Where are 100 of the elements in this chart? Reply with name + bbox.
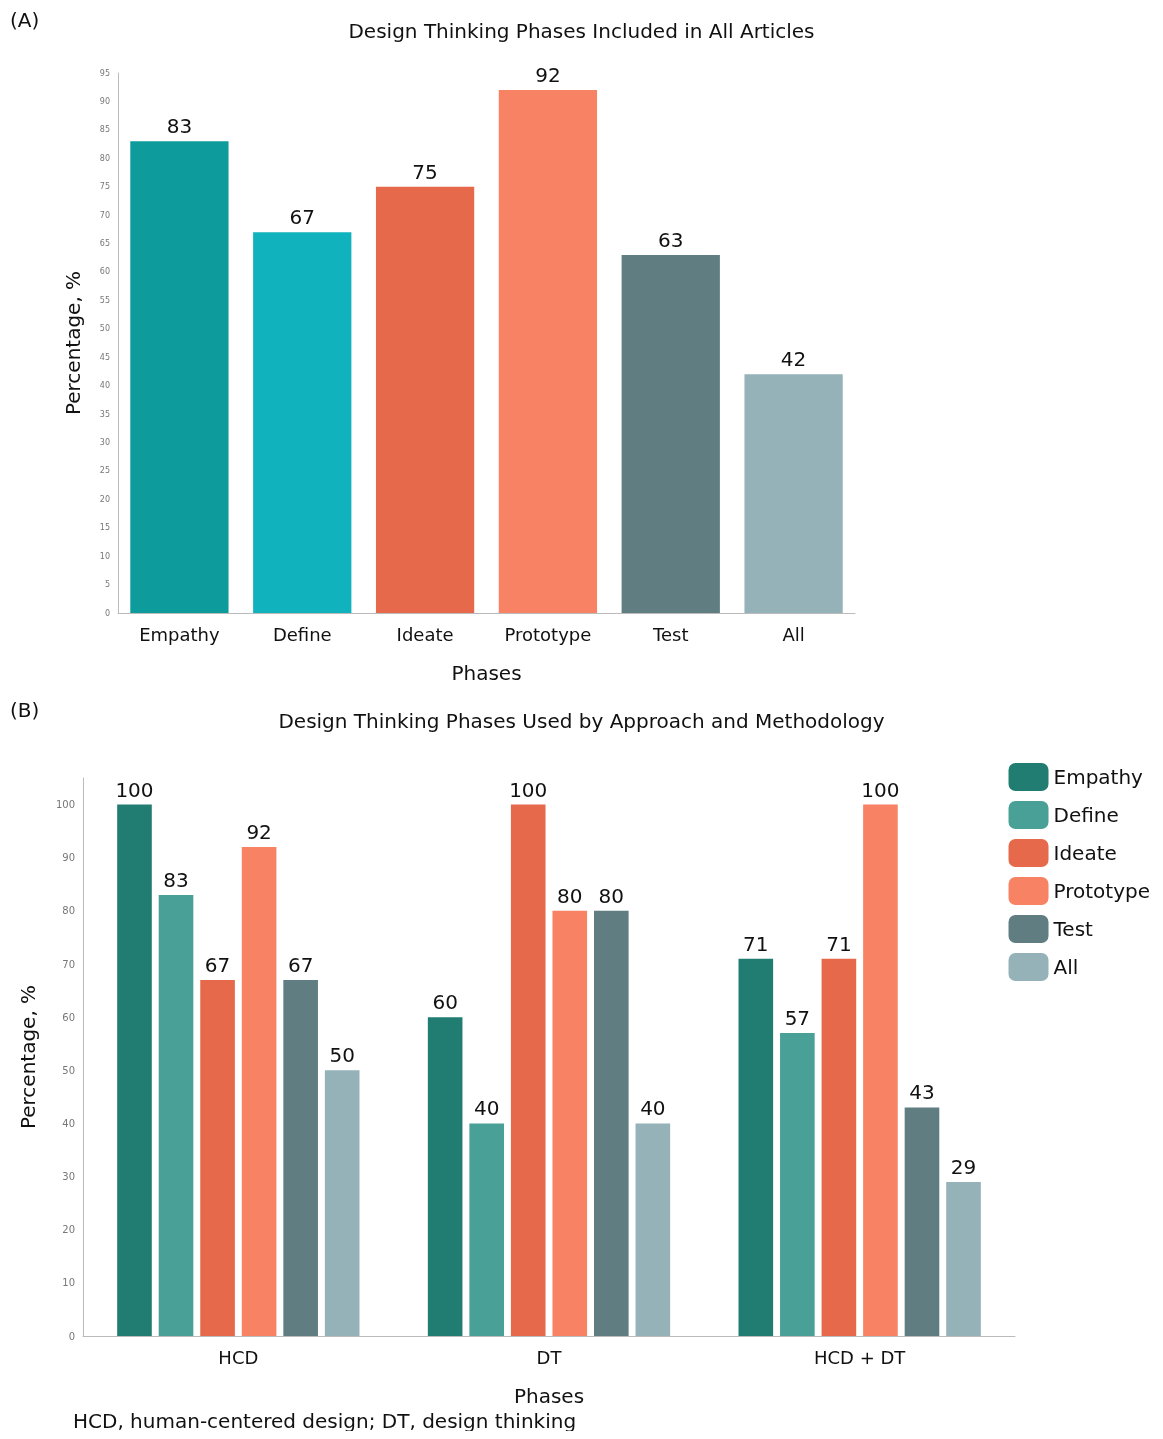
y-tick-label: 70 (99, 210, 110, 220)
chart-title: Design Thinking Phases Used by Approach and Methodology (278, 709, 885, 733)
data-label: 71 (826, 931, 852, 956)
x-tick-label: Test (652, 623, 689, 645)
bar (821, 958, 857, 1336)
y-tick-label: 90 (62, 852, 75, 864)
bar (158, 894, 194, 1336)
bar (904, 1107, 940, 1336)
bar (552, 910, 588, 1336)
legend-label: All (1053, 955, 1079, 979)
y-tick-label: 55 (99, 295, 110, 305)
data-label: 42 (780, 347, 807, 372)
data-label: 63 (658, 227, 684, 252)
y-tick-label: 75 (99, 182, 110, 192)
data-label: 40 (473, 1096, 500, 1121)
y-tick-label: 50 (62, 1064, 75, 1076)
text: (B) (10, 698, 40, 722)
legend-label: Define (1053, 803, 1119, 827)
data-label: 92 (246, 820, 272, 845)
x-tick-label: Prototype (504, 623, 592, 645)
bar (200, 979, 235, 1336)
x-tick-label: HCD (218, 1346, 259, 1368)
data-label: 80 (598, 883, 625, 908)
data-label: 50 (329, 1043, 355, 1068)
y-tick-label: 30 (62, 1171, 75, 1183)
bar (241, 847, 277, 1336)
legend-label: Prototype (1053, 879, 1150, 903)
y-axis-title: Percentage, % (61, 270, 85, 416)
data-label: 43 (909, 1080, 935, 1105)
bar (738, 958, 774, 1336)
y-tick-label: 30 (99, 437, 110, 447)
y-tick-label: 85 (99, 125, 110, 135)
data-label: 100 (509, 777, 548, 802)
y-axis-title: Percentage, % (16, 984, 40, 1130)
bar (427, 1017, 463, 1336)
y-tick-label: 95 (99, 68, 110, 78)
legend-label: Empathy (1053, 765, 1144, 789)
y-tick-label: 45 (99, 352, 110, 362)
data-label: 67 (287, 952, 314, 977)
data-label: 80 (557, 883, 583, 908)
data-label: 67 (204, 952, 231, 977)
text: (A) (10, 8, 40, 32)
y-tick-label: 25 (99, 466, 110, 476)
x-tick-label: DT (536, 1346, 563, 1368)
bar (594, 910, 629, 1336)
y-tick-label: 80 (99, 153, 110, 163)
legend-label: Test (1052, 917, 1094, 941)
data-label: 29 (950, 1154, 977, 1179)
chart-title: Design Thinking Phases Included in All Articles (348, 19, 815, 43)
y-tick-label: 15 (99, 523, 110, 533)
bar (744, 374, 843, 613)
x-axis-title: Phases (451, 661, 522, 685)
bar (946, 1181, 981, 1336)
legend-label: Ideate (1053, 841, 1117, 865)
y-tick-label: 20 (62, 1224, 75, 1236)
y-tick-label: 10 (99, 551, 110, 561)
x-tick-label: All (782, 623, 805, 645)
y-tick-label: 40 (62, 1117, 75, 1129)
y-tick-label: 60 (62, 1011, 75, 1023)
bar (498, 90, 598, 613)
y-tick-label: 0 (68, 1330, 75, 1342)
data-label: 100 (861, 777, 900, 802)
bar (283, 979, 318, 1336)
y-tick-label: 40 (99, 381, 110, 391)
bar (375, 186, 475, 613)
data-label: 75 (412, 159, 438, 184)
x-tick-label: Empathy (139, 623, 220, 645)
data-label: 83 (163, 867, 189, 892)
bar (117, 804, 152, 1336)
y-tick-label: 60 (99, 267, 110, 277)
y-tick-label: 10 (62, 1277, 75, 1289)
data-label: 83 (166, 114, 193, 139)
data-label: 60 (432, 990, 458, 1015)
y-tick-label: 50 (99, 324, 110, 334)
bar (635, 1123, 671, 1336)
data-label: 71 (743, 931, 769, 956)
data-label: 40 (640, 1096, 666, 1121)
y-tick-label: 70 (62, 958, 75, 970)
bar (324, 1070, 360, 1336)
y-tick-label: 35 (99, 409, 110, 419)
bar (863, 804, 898, 1336)
x-tick-label: Ideate (396, 623, 454, 645)
bar (780, 1033, 815, 1336)
data-label: 92 (535, 63, 561, 88)
bar (621, 254, 720, 613)
x-tick-label: Define (272, 623, 332, 645)
y-tick-label: 80 (62, 905, 75, 917)
bar (253, 232, 352, 613)
x-tick-label: HCD + DT (813, 1346, 907, 1368)
data-label: 67 (289, 205, 315, 230)
bar (510, 804, 546, 1336)
y-tick-label: 0 (104, 608, 110, 618)
bar (130, 141, 229, 613)
bar (469, 1123, 504, 1336)
x-axis-title: Phases (513, 1384, 585, 1408)
y-tick-label: 65 (99, 239, 110, 249)
y-tick-label: 90 (99, 96, 110, 106)
data-label: 57 (784, 1006, 811, 1031)
y-tick-label: 20 (99, 494, 110, 504)
y-tick-label: 5 (104, 580, 110, 590)
